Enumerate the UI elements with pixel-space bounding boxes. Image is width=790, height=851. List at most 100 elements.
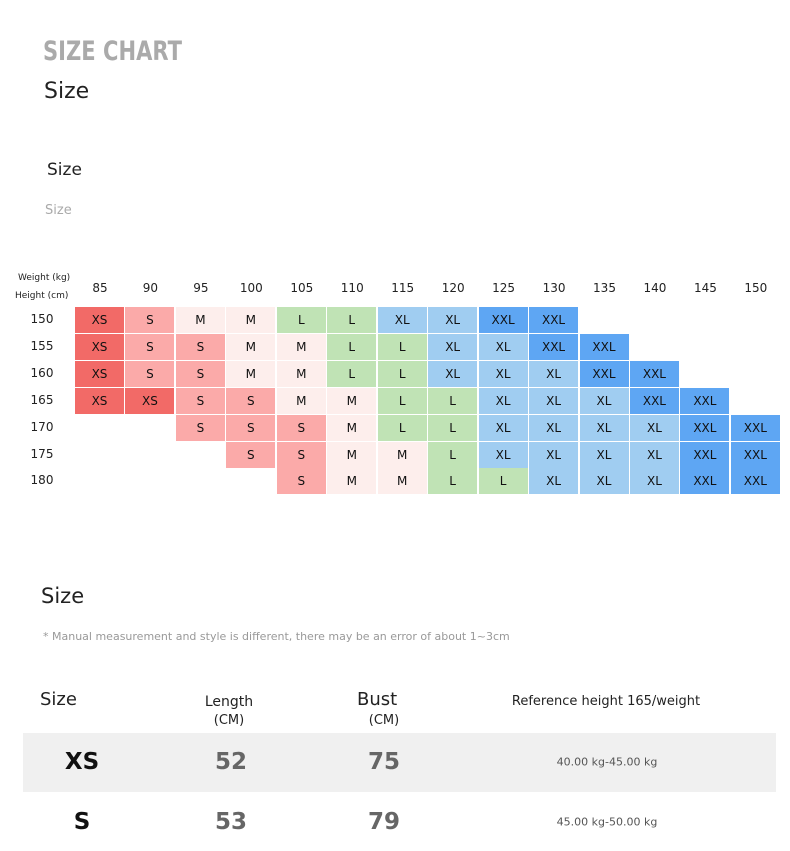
table-cell: 75 [367,749,401,775]
measure-note: * Manual measurement and style is differ… [43,630,510,643]
size-cell: XL [579,441,629,468]
size-cell: M [175,307,225,333]
size-cell: XS [125,387,175,414]
weight: 135 [593,281,616,295]
column-unit: (CM) [213,713,245,727]
size-cell: XXL [730,414,780,441]
size-cell: M [276,360,326,387]
section-label: Size [47,160,82,180]
table-cell: 53 [214,809,248,835]
size-cell: M [226,307,276,333]
size-cell: M [276,333,326,360]
weight: 110 [340,281,364,295]
size-cell: XXL [629,387,679,414]
size-cell: XL [529,387,579,414]
table-cell: S [73,809,91,835]
weight: 145 [693,281,717,295]
size-cell: XL [579,387,629,414]
size-cell: XL [579,468,629,495]
title: SIZE CHART [43,36,183,67]
column-unit: (CM) [368,713,400,727]
size-cell: XL [428,307,478,333]
size-cell: XL [478,414,528,441]
weight: 100 [239,281,263,295]
height: 155 [30,338,54,353]
size-cell: L [377,414,427,441]
size-cell: XXL [680,387,730,414]
caption: Size [45,203,72,218]
size-cell: S [226,414,276,441]
size-cell: XL [428,333,478,360]
size-cell: XL [428,360,478,387]
size-cell: L [327,333,377,360]
measure-title: Size [41,584,85,608]
size-cell: XL [529,414,579,441]
size-cell: XS [75,307,124,333]
row-background [23,733,776,792]
weight: 115 [391,281,415,295]
size-cell: XXL [579,360,629,387]
size-cell: M [377,468,427,495]
size-cell: L [428,387,478,414]
size-cell: XXL [529,307,579,333]
height: 165 [30,392,54,407]
size-cell: M [226,333,276,360]
size-cell: M [327,468,377,495]
weight-label: Weight (kg) [18,273,71,283]
weight: 150 [744,281,768,295]
column-header: Length [204,694,254,710]
size-cell: S [276,468,326,495]
size-cell: XL [529,468,579,495]
size-cell: XL [629,441,679,468]
table-cell: XS [64,749,100,775]
weight: 120 [441,281,465,295]
height: 180 [30,473,54,488]
size-cell: XL [629,468,679,495]
size-cell: XS [75,360,124,387]
size-cell: L [428,414,478,441]
subtitle: Size [44,79,90,104]
size-cell: XL [529,441,579,468]
size-cell: S [175,387,225,414]
size-cell: XXL [579,333,629,360]
size-cell: XL [478,441,528,468]
table-cell: 52 [214,749,248,775]
size-cell: S [125,333,175,360]
height-label: Height (cm) [15,291,69,301]
height: 150 [30,312,54,326]
size-cell: M [226,360,276,387]
column-header: Reference height 165/weight [511,694,701,709]
size-cell: M [327,414,377,441]
weight: 125 [492,281,516,295]
size-cell: S [175,360,225,387]
size-cell: L [377,333,427,360]
size-cell: S [175,414,225,441]
table-cell: 45.00 kg-50.00 kg [556,815,658,829]
size-cell: XL [629,414,679,441]
size-cell: M [276,387,326,414]
size-cell: XXL [730,468,780,495]
size-cell: XXL [529,333,579,360]
size-cell: S [276,414,326,441]
size-cell: L [377,387,427,414]
size-cell: L [327,360,377,387]
table-cell: 79 [367,809,401,835]
size-cell: S [125,307,175,333]
size-cell: XL [529,360,579,387]
size-cell: XXL [730,441,780,468]
size-cell: M [377,441,427,468]
weight: 95 [193,281,209,295]
size-cell: XXL [680,414,730,441]
height: 160 [30,365,54,380]
size-cell: XXL [680,468,730,495]
size-cell: S [226,441,276,468]
size-cell: L [327,307,377,333]
size-cell: XL [478,333,528,360]
size-cell: XXL [680,441,730,468]
size-cell: XL [579,414,629,441]
size-cell: S [276,441,326,468]
column-header: Size [40,689,77,710]
size-cell: S [125,360,175,387]
weight: 85 [92,281,108,295]
